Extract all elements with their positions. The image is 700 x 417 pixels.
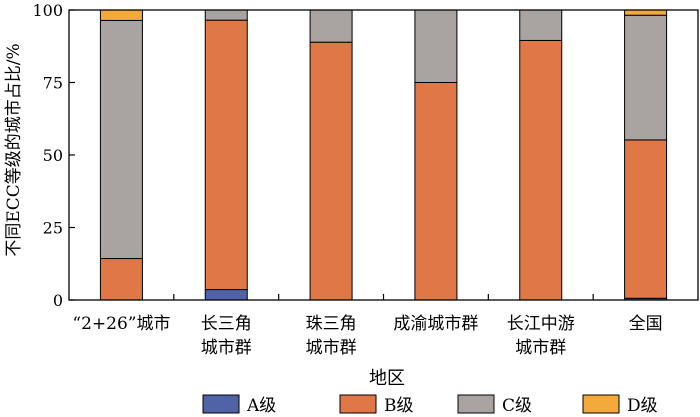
- legend-swatch-2: [457, 394, 495, 414]
- bar-cat1-series1: [204, 19, 248, 291]
- x-tick-label-4-line1: 城市群: [515, 338, 566, 358]
- bar-cat0-series2: [99, 19, 143, 260]
- bar-cat1-series2: [204, 9, 248, 21]
- legend-swatch-1: [339, 394, 377, 414]
- bar-cat0-series1: [99, 258, 143, 301]
- legend-swatch-3: [582, 394, 620, 414]
- bar-cat3-series2: [414, 9, 458, 83]
- bar-cat3-series1: [414, 82, 458, 301]
- y-tick-label-1: 25: [43, 219, 63, 238]
- y-tick-label-0: 0: [53, 291, 63, 310]
- legend-swatch-0: [202, 394, 240, 414]
- legend-label-0: A级: [246, 396, 276, 416]
- y-axis-label: 不同ECC等级的城市占比/%: [4, 43, 24, 256]
- x-tick-label-3-line0: 成渝城市群: [393, 314, 478, 334]
- y-tick-label-3: 75: [43, 74, 63, 93]
- legend-label-3: D级: [627, 396, 658, 416]
- bar-cat1-series0: [204, 289, 248, 301]
- legend-label-2: C级: [502, 396, 532, 416]
- x-tick-label-5-line0: 全国: [629, 314, 663, 334]
- x-tick-label-0-line0: “2+26”城市: [72, 314, 170, 334]
- bar-cat5-series2: [624, 14, 668, 141]
- x-tick-label-1-line0: 长三角: [201, 314, 252, 334]
- x-axis-label: 地区: [369, 368, 405, 389]
- bar-cat4-series1: [519, 39, 563, 301]
- bar-cat2-series1: [309, 41, 353, 301]
- y-tick-label-4: 100: [32, 1, 63, 20]
- y-tick-label-2: 50: [43, 146, 63, 165]
- bar-cat4-series2: [519, 9, 563, 41]
- legend-label-1: B级: [384, 396, 414, 416]
- x-tick-label-2-line1: 城市群: [306, 338, 357, 358]
- x-tick-label-1-line1: 城市群: [201, 338, 252, 358]
- x-tick-label-4-line0: 长江中游: [507, 314, 575, 334]
- bar-cat5-series3: [624, 9, 668, 16]
- bar-cat5-series1: [624, 139, 668, 299]
- plot-frame: [68, 9, 699, 301]
- bar-cat0-series3: [99, 9, 143, 21]
- bar-cat2-series2: [309, 9, 353, 43]
- x-tick-label-2-line0: 珠三角: [306, 314, 357, 334]
